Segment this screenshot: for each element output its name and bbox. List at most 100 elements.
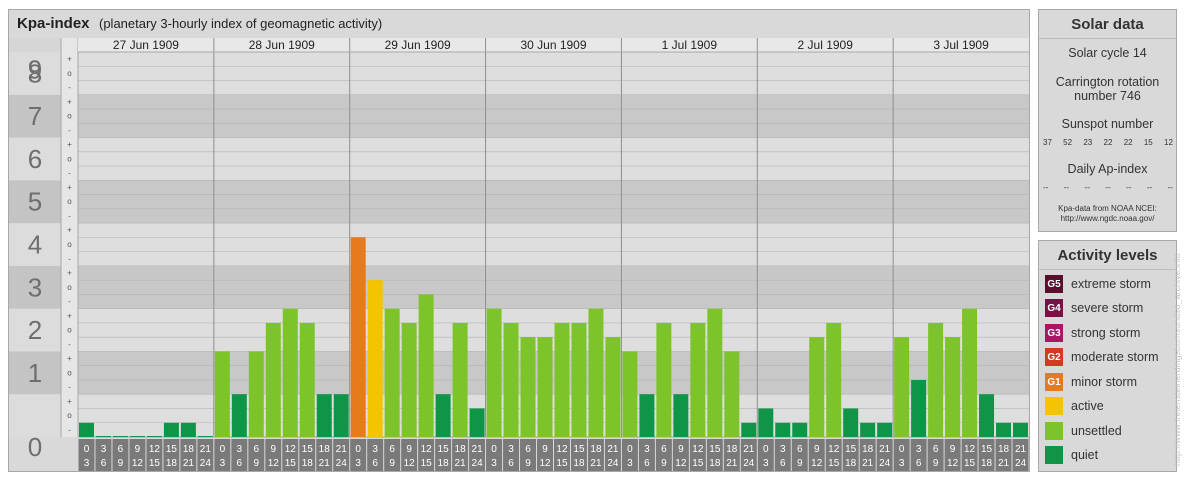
- kp-bar: [180, 422, 196, 437]
- interval-end-label: 24: [472, 458, 484, 469]
- interval-cell: [367, 439, 384, 471]
- kp-bar: [741, 422, 757, 437]
- interval-cell: [180, 439, 197, 471]
- kp-bar: [894, 337, 910, 437]
- legend-item: unsettled: [1045, 421, 1122, 441]
- kp-bar: [316, 394, 332, 437]
- interval-end-label: 15: [828, 458, 840, 469]
- minor-tick-label: -: [68, 169, 71, 178]
- interval-cell: [197, 439, 214, 471]
- kp-bar: [843, 408, 859, 437]
- chart-title: Kpa-index: [17, 15, 90, 32]
- day-label: 1 Jul 1909: [662, 38, 718, 52]
- interval-start-label: 0: [763, 444, 769, 455]
- interval-start-label: 0: [899, 444, 905, 455]
- interval-start-label: 0: [491, 444, 497, 455]
- kp-bar: [163, 422, 179, 437]
- interval-end-label: 12: [675, 458, 687, 469]
- minor-tick-label: o: [67, 69, 72, 78]
- ap-value: --: [1146, 183, 1153, 192]
- divider: [1039, 269, 1176, 270]
- interval-cell: [537, 439, 553, 471]
- minor-tick-label: +: [67, 55, 72, 64]
- legend-swatch: G5: [1045, 275, 1063, 293]
- interval-start-label: 3: [237, 444, 243, 455]
- sunspot-value: 22: [1103, 138, 1113, 147]
- interval-cell: [78, 439, 95, 471]
- minor-tick-label: o: [67, 112, 72, 121]
- y-axis-band: [9, 394, 61, 437]
- interval-cell: [672, 439, 689, 471]
- interval-cell: [520, 439, 537, 471]
- kp-bar: [401, 322, 417, 437]
- interval-cell: [299, 439, 316, 471]
- kp-bar: [503, 322, 519, 437]
- day-label: 2 Jul 1909: [798, 38, 854, 52]
- interval-end-label: 21: [590, 458, 602, 469]
- kp-bar: [707, 308, 723, 437]
- kp-bar: [724, 351, 740, 437]
- interval-start-label: 9: [814, 444, 820, 455]
- interval-cell: [774, 439, 791, 471]
- minor-tick-label: -: [68, 340, 71, 349]
- interval-cell: [503, 439, 520, 471]
- day-label: 28 Jun 1909: [249, 38, 315, 52]
- interval-end-label: 12: [268, 458, 280, 469]
- interval-end-label: 21: [726, 458, 738, 469]
- interval-cell: [1012, 439, 1029, 471]
- y-tick-label: 7: [28, 101, 42, 131]
- interval-cell: [95, 439, 112, 471]
- minor-tick-label: o: [67, 197, 72, 206]
- y-tick-label: 8: [28, 58, 42, 88]
- interval-end-label: 9: [254, 458, 260, 469]
- kp-bar: [656, 322, 672, 437]
- day-label: 27 Jun 1909: [113, 38, 179, 52]
- interval-end-label: 3: [84, 458, 90, 469]
- kp-bar: [95, 436, 111, 437]
- interval-start-label: 0: [84, 444, 90, 455]
- interval-start-label: 9: [678, 444, 684, 455]
- data-source-label: Kpa-data from NOAA NCEI:: [1058, 204, 1157, 213]
- minor-tick-column: [61, 38, 78, 437]
- interval-start-label: 6: [254, 444, 260, 455]
- interval-end-label: 18: [845, 458, 857, 469]
- kp-bar: [367, 280, 383, 437]
- kp-bar: [996, 422, 1012, 437]
- interval-end-label: 3: [899, 458, 905, 469]
- minor-tick-label: -: [68, 297, 71, 306]
- chart-title-bar: Kpa-index (planetary 3-hourly index of g…: [9, 10, 1029, 36]
- minor-tick-label: +: [67, 311, 72, 320]
- interval-start-label: 18: [998, 444, 1010, 455]
- interval-cell: [876, 439, 893, 471]
- interval-start-label: 12: [149, 444, 161, 455]
- interval-end-label: 12: [811, 458, 823, 469]
- interval-start-label: 21: [1015, 444, 1027, 455]
- kp-bar: [469, 408, 485, 437]
- data-source-link[interactable]: http://www.ngdc.noaa.gov/: [1060, 214, 1155, 223]
- interval-cell: [944, 439, 961, 471]
- kp-bar: [435, 394, 451, 437]
- y-axis-band: [9, 351, 61, 395]
- minor-tick-label: +: [67, 354, 72, 363]
- interval-cell: [469, 439, 486, 471]
- day-label: 29 Jun 1909: [385, 38, 451, 52]
- interval-start-label: 15: [981, 444, 993, 455]
- y-tick-label: 4: [28, 230, 42, 260]
- interval-start-label: 12: [964, 444, 976, 455]
- kp-bar: [265, 322, 281, 437]
- interval-end-label: 9: [389, 458, 395, 469]
- interval-cell: [859, 439, 876, 471]
- kp-bar: [639, 394, 655, 437]
- interval-end-label: 3: [491, 458, 497, 469]
- interval-cell: [995, 439, 1012, 471]
- legend-label: strong storm: [1071, 326, 1141, 340]
- minor-tick-label: +: [67, 183, 72, 192]
- interval-start-label: 21: [607, 444, 619, 455]
- interval-cell: [587, 439, 604, 471]
- minor-tick-label: +: [67, 269, 72, 278]
- interval-start-label: 21: [200, 444, 212, 455]
- y-tick-label: 5: [28, 187, 42, 217]
- minor-tick-label: +: [67, 397, 72, 406]
- legend-label: moderate storm: [1071, 350, 1159, 364]
- grid-band: [78, 52, 1029, 95]
